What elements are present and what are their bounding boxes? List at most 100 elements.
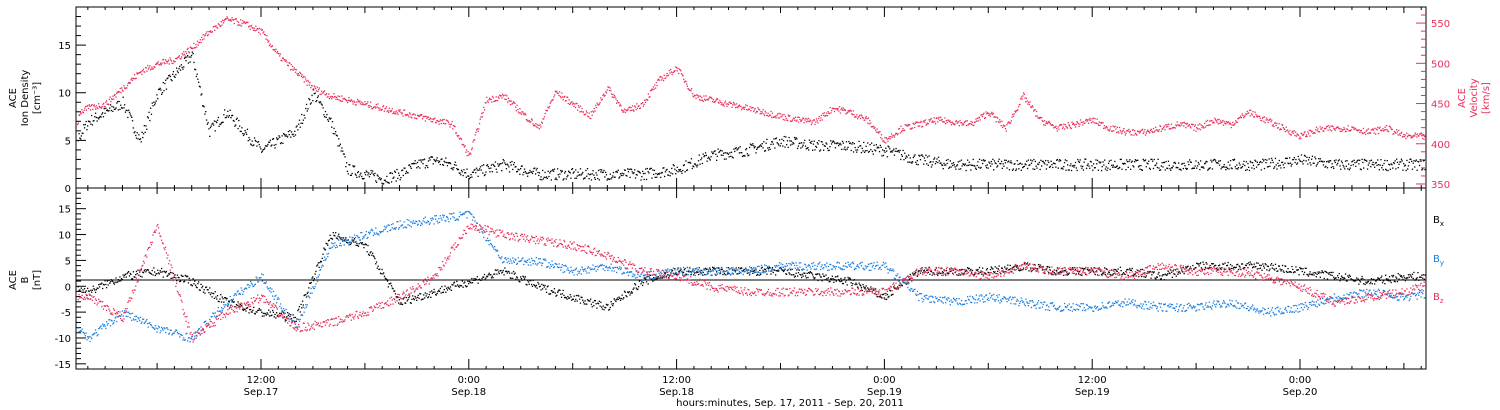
density-point bbox=[245, 131, 247, 134]
bx-point bbox=[869, 288, 871, 290]
density-point bbox=[1381, 164, 1384, 167]
density-point bbox=[1159, 169, 1161, 171]
velocity-point bbox=[1072, 123, 1074, 125]
density-point bbox=[1370, 159, 1373, 161]
bx-point bbox=[711, 274, 713, 276]
velocity-point bbox=[857, 118, 859, 120]
velocity-point bbox=[1161, 128, 1163, 130]
bx-point bbox=[780, 267, 782, 270]
bx-point bbox=[168, 273, 170, 275]
velocity-point bbox=[1033, 110, 1035, 112]
density-point bbox=[316, 96, 319, 99]
velocity-point bbox=[529, 121, 531, 123]
bx-point bbox=[483, 276, 485, 278]
velocity-point bbox=[1278, 123, 1280, 125]
velocity-point bbox=[333, 93, 335, 95]
velocity-point bbox=[525, 119, 528, 121]
bx-point bbox=[649, 277, 651, 279]
density-point bbox=[408, 164, 410, 166]
density-point bbox=[1274, 157, 1277, 160]
velocity-point bbox=[641, 102, 643, 105]
bx-point bbox=[316, 265, 318, 267]
density-point bbox=[738, 147, 740, 149]
velocity-point bbox=[806, 118, 808, 120]
density-point bbox=[481, 164, 483, 167]
velocity-point bbox=[913, 123, 915, 125]
density-point bbox=[1346, 160, 1348, 162]
bx-point bbox=[608, 309, 610, 311]
density-point bbox=[1296, 163, 1298, 165]
velocity-point bbox=[1147, 130, 1150, 132]
density-point bbox=[1321, 160, 1323, 162]
bx-point bbox=[347, 239, 349, 241]
density-point bbox=[342, 150, 344, 152]
density-point bbox=[390, 181, 393, 183]
velocity-point bbox=[455, 132, 458, 134]
bx-point bbox=[261, 315, 264, 317]
velocity-point bbox=[410, 116, 412, 118]
velocity-point bbox=[1104, 127, 1106, 129]
bx-point bbox=[140, 269, 142, 271]
density-point bbox=[890, 150, 892, 152]
density-point bbox=[187, 62, 190, 64]
velocity-point bbox=[576, 102, 578, 105]
velocity-point bbox=[745, 109, 748, 111]
velocity-point bbox=[963, 124, 965, 126]
velocity-point bbox=[952, 123, 955, 125]
velocity-point bbox=[505, 98, 507, 101]
density-point bbox=[1345, 165, 1347, 167]
velocity-point bbox=[463, 144, 465, 146]
density-point bbox=[352, 165, 354, 167]
velocity-point bbox=[984, 117, 986, 119]
density-point bbox=[790, 140, 792, 142]
density-point bbox=[446, 165, 449, 167]
velocity-point bbox=[1402, 135, 1404, 138]
bx-point bbox=[187, 282, 190, 284]
density-point bbox=[1026, 167, 1029, 170]
bx-point bbox=[252, 309, 254, 311]
velocity-point bbox=[891, 136, 893, 138]
density-point bbox=[1229, 164, 1231, 166]
velocity-point bbox=[1125, 132, 1127, 134]
velocity-point bbox=[753, 109, 756, 111]
velocity-point bbox=[637, 105, 639, 107]
density-point bbox=[1166, 167, 1168, 169]
density-point bbox=[479, 168, 481, 170]
bx-point bbox=[784, 268, 786, 270]
velocity-point bbox=[1048, 120, 1050, 123]
bx-point bbox=[403, 297, 405, 299]
velocity-point bbox=[1302, 134, 1304, 137]
velocity-point bbox=[1232, 124, 1235, 126]
bx-point bbox=[826, 278, 828, 280]
density-point bbox=[830, 143, 833, 145]
velocity-point bbox=[1256, 116, 1258, 118]
velocity-point bbox=[528, 120, 530, 122]
density-point bbox=[141, 131, 143, 133]
bx-point bbox=[479, 278, 481, 280]
density-point bbox=[1147, 163, 1149, 165]
velocity-point bbox=[851, 113, 853, 115]
bx-point bbox=[210, 292, 212, 294]
velocity-point bbox=[257, 28, 259, 30]
velocity-point bbox=[1173, 126, 1175, 129]
velocity-point bbox=[147, 64, 149, 67]
bx-point bbox=[206, 289, 208, 291]
velocity-point bbox=[464, 145, 466, 147]
velocity-point bbox=[403, 109, 405, 111]
bx-point bbox=[792, 274, 794, 276]
velocity-point bbox=[639, 107, 641, 110]
velocity-point bbox=[1059, 124, 1061, 127]
velocity-point bbox=[888, 136, 890, 138]
velocity-point bbox=[1318, 131, 1321, 133]
velocity-point bbox=[1289, 133, 1292, 136]
velocity-point bbox=[414, 117, 416, 119]
density-point bbox=[251, 140, 253, 142]
velocity-point bbox=[1331, 125, 1333, 127]
velocity-point bbox=[1312, 132, 1314, 135]
density-point bbox=[929, 161, 931, 164]
bx-point bbox=[803, 272, 805, 274]
density-point bbox=[1220, 168, 1222, 170]
bx-point bbox=[501, 272, 503, 274]
density-point bbox=[988, 161, 990, 163]
density-point bbox=[1279, 164, 1281, 167]
